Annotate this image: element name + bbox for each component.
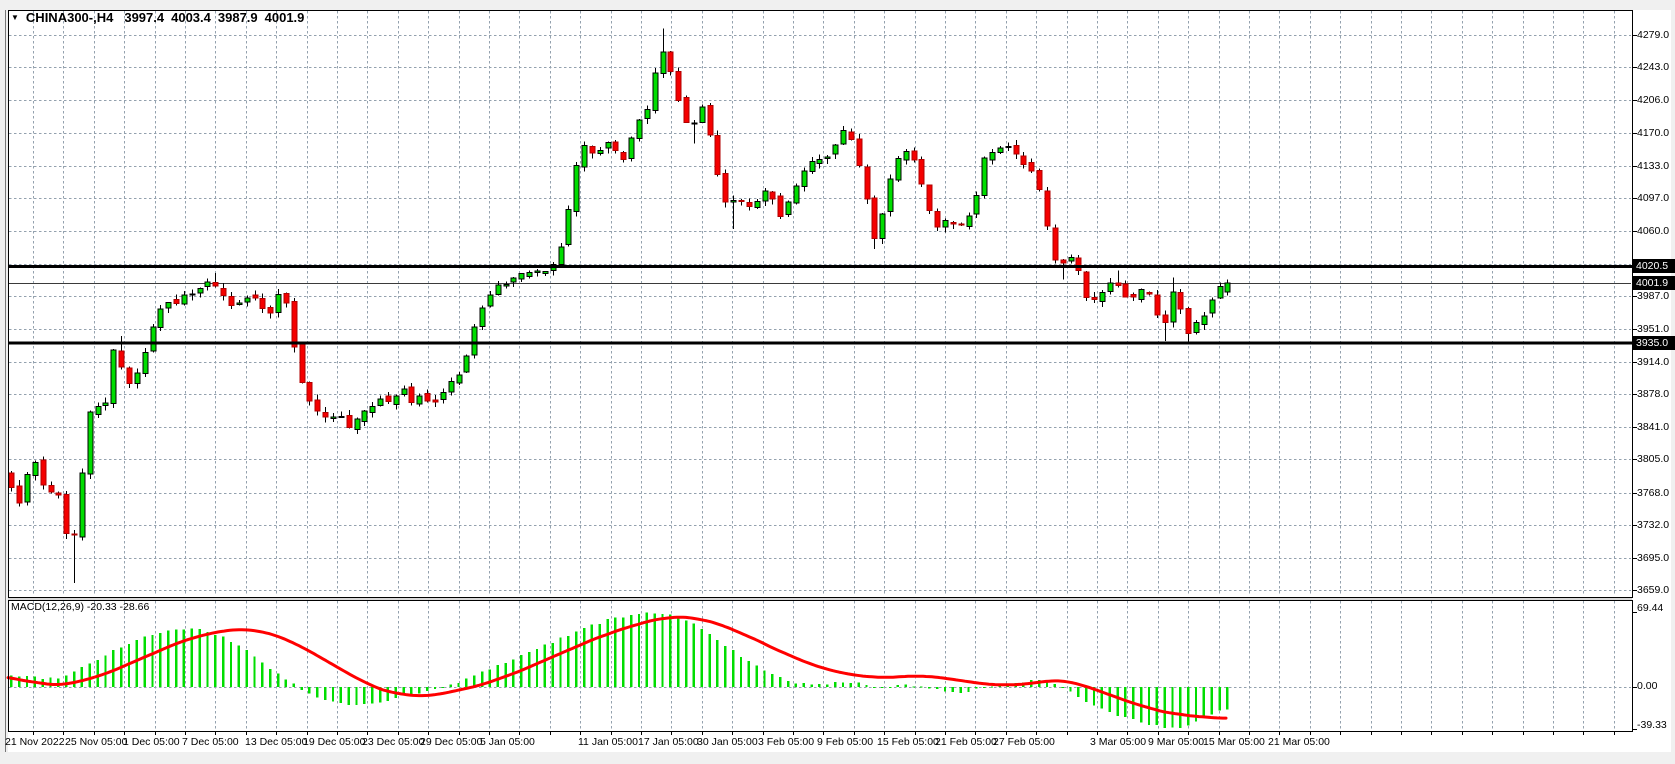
price-tick-label: 4060.0 bbox=[1637, 224, 1670, 237]
time-tick-label: 17 Jan 05:00 bbox=[638, 736, 699, 748]
ohlc-close: 4001.9 bbox=[264, 10, 305, 25]
time-tick-label: 29 Dec 05:00 bbox=[420, 736, 483, 748]
price-tick-label: 4133.0 bbox=[1637, 159, 1670, 172]
time-tick-label: 9 Feb 05:00 bbox=[817, 736, 874, 748]
price-tick-label: 3841.0 bbox=[1637, 420, 1670, 433]
ohlc-low: 3987.9 bbox=[217, 10, 258, 25]
chart-title: ▼ CHINA300-,H4 3997.4 4003.4 3987.9 4001… bbox=[11, 10, 311, 25]
price-tick-label: 3805.0 bbox=[1637, 452, 1670, 465]
macd-signal-line bbox=[6, 615, 1228, 720]
price-tick-label: 4206.0 bbox=[1637, 93, 1670, 106]
macd-axis-zero: 0.00 bbox=[1637, 680, 1658, 692]
time-tick-label: 5 Jan 05:00 bbox=[480, 736, 535, 748]
price-tick-label: 3951.0 bbox=[1637, 322, 1670, 335]
time-tick-label: 3 Feb 05:00 bbox=[758, 736, 815, 748]
price-tick-label: 4279.0 bbox=[1637, 28, 1670, 41]
overlay-layer bbox=[5, 10, 1637, 752]
time-tick-label: 21 Nov 2022 bbox=[5, 736, 65, 748]
macd-layer bbox=[6, 612, 1229, 729]
price-tick-label: 4170.0 bbox=[1637, 126, 1670, 139]
horizontal-level-line[interactable] bbox=[8, 264, 1632, 268]
time-tick-label: 3 Mar 05:00 bbox=[1090, 736, 1147, 748]
price-tag-current-price: 4001.9 bbox=[1633, 276, 1675, 290]
ohlc-high: 4003.4 bbox=[171, 10, 211, 25]
time-tick-label: 30 Jan 05:00 bbox=[697, 736, 758, 748]
time-tick-label: 9 Mar 05:00 bbox=[1148, 736, 1205, 748]
price-tag-level-line: 3935.0 bbox=[1633, 336, 1675, 350]
candles-layer bbox=[8, 28, 1631, 583]
macd-axis-max: 69.44 bbox=[1637, 602, 1664, 614]
price-tick-label: 3987.0 bbox=[1637, 289, 1670, 302]
horizontal-level-line[interactable] bbox=[8, 341, 1632, 345]
time-tick-label: 19 Dec 05:00 bbox=[303, 736, 366, 748]
time-tick-label: 21 Mar 05:00 bbox=[1268, 736, 1330, 748]
macd-panel-border bbox=[8, 600, 1633, 732]
ohlc-open: 3997.4 bbox=[124, 10, 165, 25]
grid-layer bbox=[9, 11, 1631, 730]
price-tick-label: 3695.0 bbox=[1637, 551, 1670, 564]
time-tick-label: 11 Jan 05:00 bbox=[578, 736, 638, 748]
chart-background bbox=[8, 10, 1671, 752]
time-tick-label: 15 Mar 05:00 bbox=[1203, 736, 1265, 748]
price-tick-label: 3768.0 bbox=[1637, 486, 1670, 499]
symbol-timeframe: CHINA300-,H4 bbox=[25, 10, 114, 25]
time-tick-label: 23 Dec 05:00 bbox=[362, 736, 425, 748]
price-tick-label: 4097.0 bbox=[1637, 191, 1670, 204]
price-tick-label: 3878.0 bbox=[1637, 387, 1670, 400]
time-tick-label: 27 Feb 05:00 bbox=[993, 736, 1055, 748]
time-tick-label: 13 Dec 05:00 bbox=[245, 736, 308, 748]
macd-axis-min: -39.33 bbox=[1637, 719, 1667, 731]
time-tick-label: 25 Nov 05:00 bbox=[65, 736, 128, 748]
price-tick-label: 3659.0 bbox=[1637, 583, 1670, 596]
indicator-label: MACD(12,26,9) -20.33 -28.66 bbox=[11, 601, 150, 613]
chevron-down-icon[interactable]: ▼ bbox=[11, 13, 19, 22]
price-tick-label: 4243.0 bbox=[1637, 60, 1670, 73]
main-panel-border bbox=[8, 10, 1633, 598]
time-tick-label: 15 Feb 05:00 bbox=[877, 736, 939, 748]
time-tick-label: 1 Dec 05:00 bbox=[123, 736, 180, 748]
time-tick-label: 21 Feb 05:00 bbox=[935, 736, 997, 748]
price-tick-label: 3732.0 bbox=[1637, 518, 1670, 531]
price-tag-level-line: 4020.5 bbox=[1633, 259, 1675, 273]
panel-divider[interactable] bbox=[8, 597, 1632, 600]
price-tick-label: 3914.0 bbox=[1637, 355, 1670, 368]
time-tick-label: 7 Dec 05:00 bbox=[182, 736, 239, 748]
